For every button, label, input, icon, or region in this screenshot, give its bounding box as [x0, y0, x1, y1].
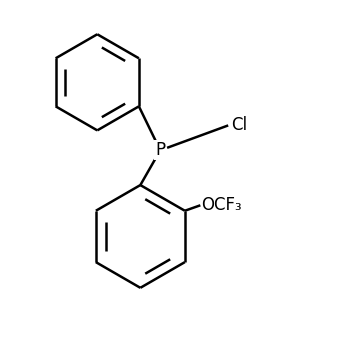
Text: Cl: Cl: [231, 116, 248, 134]
Text: P: P: [155, 141, 165, 159]
Text: OCF₃: OCF₃: [201, 196, 242, 214]
